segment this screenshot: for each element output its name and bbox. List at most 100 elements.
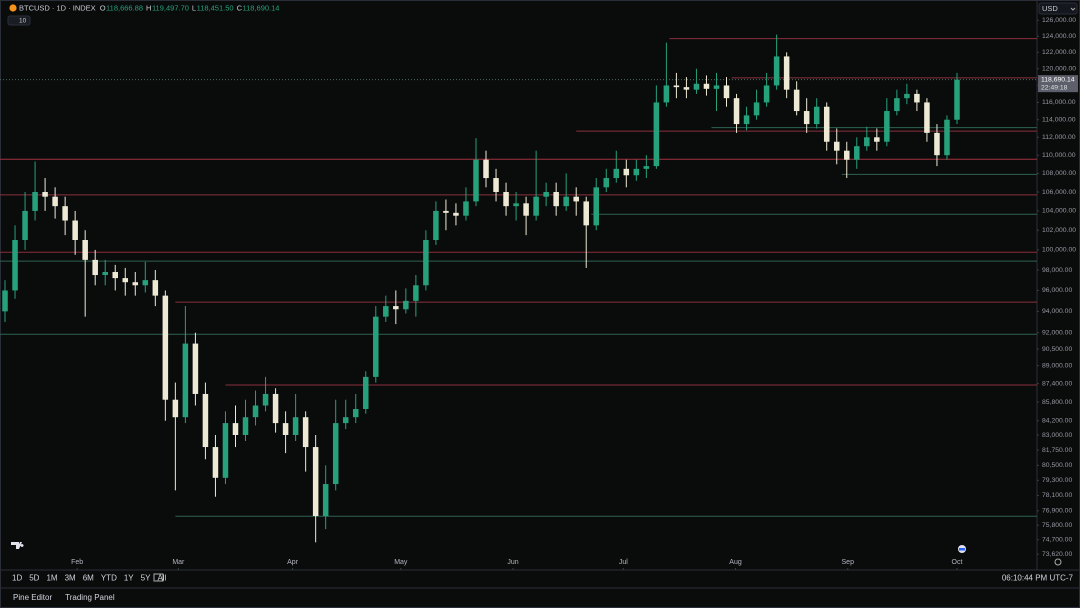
- candle-body: [813, 106, 820, 125]
- candle-body: [152, 280, 159, 296]
- timeframes: 1D 5D 1M 3M 6M YTD 1Y 5Y All: [12, 574, 167, 583]
- candle-body: [833, 141, 840, 151]
- symbol-icon: [9, 4, 17, 12]
- candle-body: [172, 399, 179, 418]
- date-range-icon[interactable]: [153, 573, 164, 582]
- candle-body: [583, 201, 589, 226]
- y-tick-label: 89,000.00: [1042, 362, 1072, 369]
- candle-body: [322, 484, 329, 517]
- timeframe-button[interactable]: YTD: [101, 574, 117, 583]
- y-tick-label: 84,200.00: [1042, 418, 1072, 425]
- y-tick-label: 83,000.00: [1042, 432, 1072, 439]
- candle-body: [894, 98, 900, 112]
- panel-tab[interactable]: Trading Panel: [65, 593, 115, 602]
- candle-body: [212, 447, 219, 478]
- y-tick-label: 112,000.00: [1042, 134, 1076, 141]
- candle-body: [403, 300, 409, 310]
- y-tick-label: 98,000.00: [1042, 267, 1072, 274]
- currency[interactable]: USD: [1042, 4, 1058, 13]
- clock[interactable]: 06:10:44 PM UTC-7: [1002, 574, 1074, 583]
- y-tick-label: 126,000.00: [1042, 17, 1076, 24]
- candle-body: [503, 192, 509, 207]
- candle-body: [663, 85, 670, 103]
- timeframe-button[interactable]: 5Y: [141, 574, 151, 583]
- candle-body: [132, 282, 139, 286]
- candle-body: [803, 111, 810, 125]
- currency-button[interactable]: [1038, 2, 1078, 15]
- indicator-count[interactable]: 10: [19, 17, 27, 24]
- y-tick-label: 110,000.00: [1042, 152, 1076, 159]
- candle-body: [573, 196, 579, 202]
- candle-body: [643, 166, 650, 169]
- ohlc-value: 118,666.88: [106, 3, 143, 12]
- candle-body: [2, 290, 8, 312]
- timeframe-button[interactable]: 3M: [65, 574, 76, 583]
- candle-body: [192, 343, 199, 394]
- x-tick-label: Jun: [507, 559, 518, 566]
- candle-body: [242, 417, 249, 435]
- timeframe-button[interactable]: 1M: [46, 574, 57, 583]
- panel-tab[interactable]: Pine Editor: [13, 593, 52, 602]
- candle-body: [593, 187, 599, 226]
- ohlc-key: L: [192, 3, 196, 12]
- candle-body: [352, 409, 359, 418]
- candle-body: [142, 280, 149, 286]
- y-tick-label: 124,000.00: [1042, 33, 1076, 40]
- candle-body: [112, 271, 118, 279]
- settings-icon[interactable]: [1054, 558, 1062, 566]
- candle-body: [854, 146, 860, 160]
- x-tick-label: Oct: [952, 559, 963, 566]
- y-tick-label: 75,800.00: [1042, 522, 1072, 529]
- event-icon-band: [959, 548, 965, 551]
- candle-body: [342, 417, 349, 424]
- candle-body: [272, 393, 279, 424]
- y-tick-label: 100,000.00: [1042, 247, 1076, 254]
- ohlc-values: O 118,666.88 H 119,497.70 L 118,451.50 C 118,69…: [100, 3, 280, 12]
- y-tick-label: 114,000.00: [1042, 117, 1076, 124]
- timeframe-button[interactable]: 1D: [12, 574, 22, 583]
- candle-body: [733, 98, 740, 125]
- candle-body: [613, 168, 620, 179]
- plot: 126,000.00 124,000.00 122,000.00 120,000.00…: [0, 17, 1078, 570]
- candle-body: [553, 192, 559, 207]
- candle-body: [363, 376, 369, 410]
- y-tick-label: 78,100.00: [1042, 492, 1072, 499]
- candle-body: [62, 206, 68, 221]
- ohlc-key: H: [146, 3, 151, 12]
- y-tick-label: 73,620.00: [1042, 551, 1072, 558]
- y-tick-label: 90,500.00: [1042, 346, 1072, 353]
- y-tick-label: 116,000.00: [1042, 99, 1076, 106]
- candle-body: [473, 159, 479, 202]
- tv-logo: [11, 542, 24, 549]
- candle-body: [723, 85, 730, 99]
- y-tick-label: 96,000.00: [1042, 287, 1072, 294]
- tabs: Pine Editor Trading Panel: [13, 593, 115, 602]
- candle-body: [954, 79, 960, 120]
- timeframe-button[interactable]: All: [157, 574, 166, 583]
- candle-body: [543, 192, 549, 197]
- symbol[interactable]: BTCUSD · 1D · INDEX: [19, 3, 96, 12]
- timeframe-button[interactable]: 6M: [83, 574, 94, 583]
- candle-body: [904, 93, 910, 99]
- candle-body: [683, 87, 690, 90]
- timeframe-button[interactable]: 5D: [29, 574, 39, 583]
- candle-body: [42, 192, 48, 197]
- candle-body: [874, 137, 880, 142]
- y-tick-label: 102,000.00: [1042, 227, 1076, 234]
- timeframe-button[interactable]: 1Y: [124, 574, 134, 583]
- candle-body: [393, 306, 399, 310]
- candle-body: [312, 447, 319, 517]
- candle-body: [373, 316, 379, 377]
- indicator-badge[interactable]: [7, 15, 31, 26]
- y-tick-label: 120,000.00: [1042, 66, 1076, 73]
- candle-body: [563, 196, 569, 207]
- candle-body: [864, 137, 870, 147]
- candle-body: [823, 106, 830, 142]
- candle-body: [713, 85, 720, 89]
- x-tick-label: Feb: [71, 559, 83, 566]
- candle-body: [162, 295, 169, 400]
- ohlc-value: 118,451.50: [197, 3, 234, 12]
- candle-body: [232, 423, 239, 435]
- x-tick-label: Jul: [619, 559, 628, 566]
- candle-body: [533, 196, 539, 216]
